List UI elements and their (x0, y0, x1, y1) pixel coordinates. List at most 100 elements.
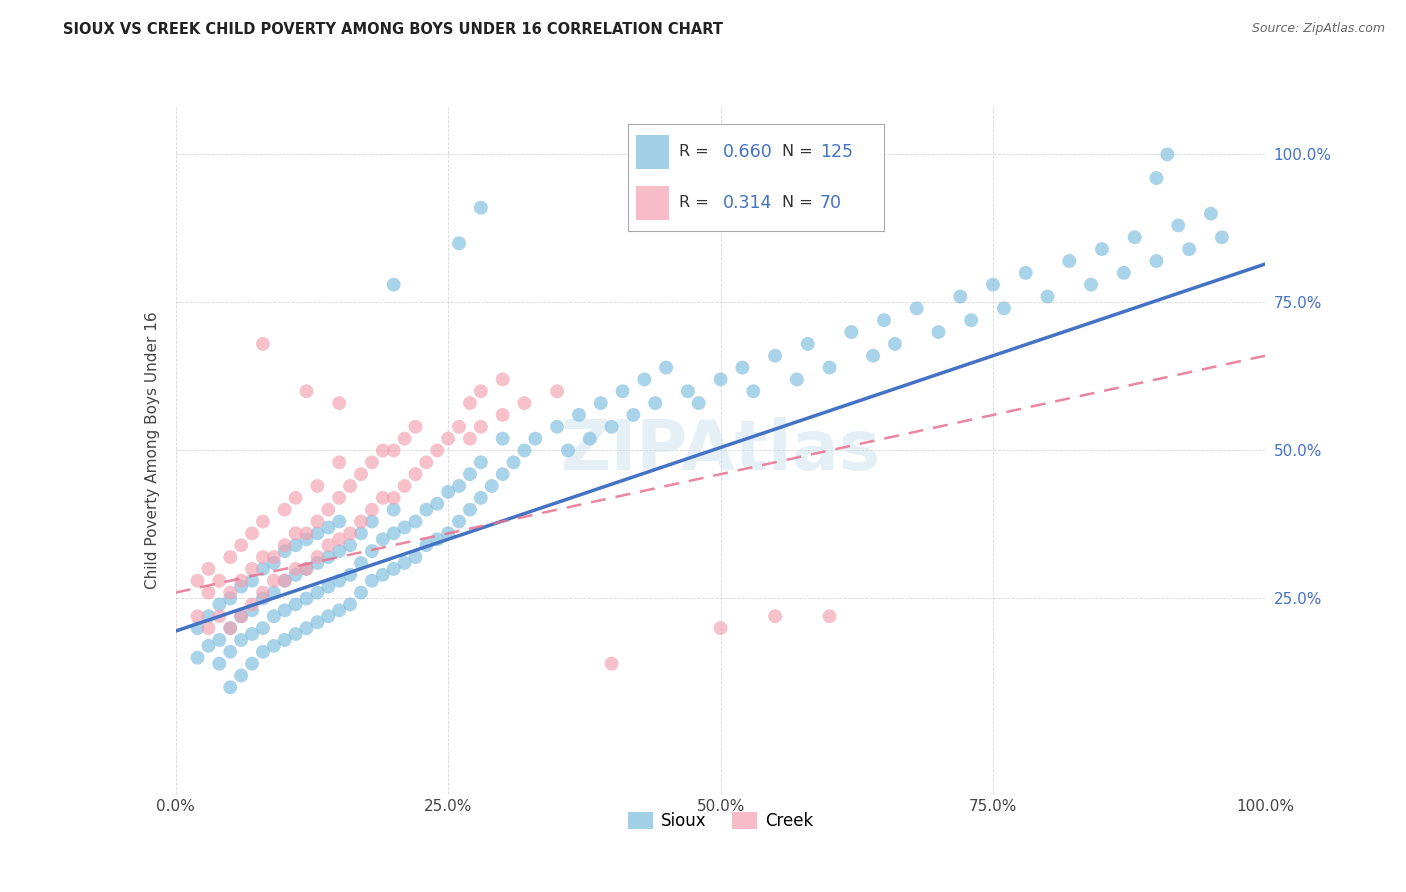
Point (437, 484, 460, 499)
Point (318, 580, 340, 594)
Point (382, 443, 405, 458)
Point (252, 585, 274, 599)
Point (307, 585, 329, 599)
Point (295, 591, 318, 606)
Point (502, 455, 524, 469)
Point (197, 562, 219, 576)
Point (394, 432, 416, 446)
Point (263, 639, 285, 653)
Point (274, 603, 297, 617)
Point (1080, 277, 1102, 292)
Text: N =: N = (782, 145, 817, 160)
Text: R =: R = (679, 145, 714, 160)
Point (470, 491, 492, 505)
Point (328, 455, 350, 469)
Point (1091, 242, 1114, 256)
Point (252, 562, 274, 576)
Point (1036, 289, 1059, 303)
Point (481, 479, 503, 493)
Point (981, 277, 1004, 292)
Point (263, 549, 285, 564)
Point (405, 515, 427, 529)
Point (231, 609, 253, 624)
Point (339, 567, 361, 582)
Point (360, 515, 382, 529)
Point (339, 538, 361, 552)
Point (274, 574, 297, 588)
Point (360, 574, 382, 588)
Point (240, 657, 263, 671)
Point (360, 455, 382, 469)
Point (371, 443, 394, 458)
Point (524, 432, 547, 446)
Point (274, 544, 297, 558)
Point (458, 502, 481, 516)
Point (208, 657, 231, 671)
Point (328, 603, 350, 617)
Text: 0.660: 0.660 (723, 143, 772, 161)
Y-axis label: Child Poverty Among Boys Under 16: Child Poverty Among Boys Under 16 (145, 311, 160, 590)
Point (546, 419, 568, 434)
Point (295, 384, 318, 399)
Point (405, 419, 427, 434)
Point (231, 632, 253, 647)
Point (621, 408, 644, 422)
Point (328, 491, 350, 505)
Point (252, 645, 274, 659)
Point (197, 621, 219, 635)
Point (252, 515, 274, 529)
Point (371, 491, 394, 505)
Point (328, 533, 350, 547)
Point (928, 325, 950, 339)
Point (219, 591, 242, 606)
Point (1123, 230, 1146, 244)
Point (307, 556, 329, 570)
Point (492, 432, 515, 446)
Point (208, 632, 231, 647)
Point (307, 515, 329, 529)
Point (458, 396, 481, 410)
Point (219, 585, 242, 599)
Point (360, 502, 382, 516)
Point (186, 609, 209, 624)
Point (284, 526, 307, 541)
Point (470, 384, 492, 399)
Point (405, 549, 427, 564)
Point (208, 598, 231, 612)
Point (208, 609, 231, 624)
Point (458, 467, 481, 482)
Point (492, 467, 515, 482)
Point (274, 502, 297, 516)
Point (492, 372, 515, 386)
Point (284, 598, 307, 612)
Point (307, 479, 329, 493)
Text: SIOUX VS CREEK CHILD POVERTY AMONG BOYS UNDER 16 CORRELATION CHART: SIOUX VS CREEK CHILD POVERTY AMONG BOYS … (63, 22, 723, 37)
Point (546, 384, 568, 399)
Point (339, 479, 361, 493)
Point (231, 580, 253, 594)
Point (426, 497, 449, 511)
Point (318, 538, 340, 552)
Point (1112, 266, 1135, 280)
Point (219, 681, 242, 695)
Point (1178, 242, 1201, 256)
Point (197, 609, 219, 624)
Point (240, 574, 263, 588)
Point (382, 277, 405, 292)
Point (371, 533, 394, 547)
Point (1144, 254, 1167, 268)
Text: 125: 125 (820, 143, 853, 161)
Point (252, 621, 274, 635)
Point (231, 538, 253, 552)
Point (633, 372, 655, 386)
Point (470, 419, 492, 434)
Point (382, 562, 405, 576)
Legend: Sioux, Creek: Sioux, Creek (621, 805, 820, 837)
Point (1199, 206, 1222, 220)
Point (993, 301, 1015, 316)
Point (186, 650, 209, 665)
Point (841, 325, 863, 339)
Text: R =: R = (679, 195, 714, 211)
Point (240, 562, 263, 576)
Point (676, 384, 699, 399)
